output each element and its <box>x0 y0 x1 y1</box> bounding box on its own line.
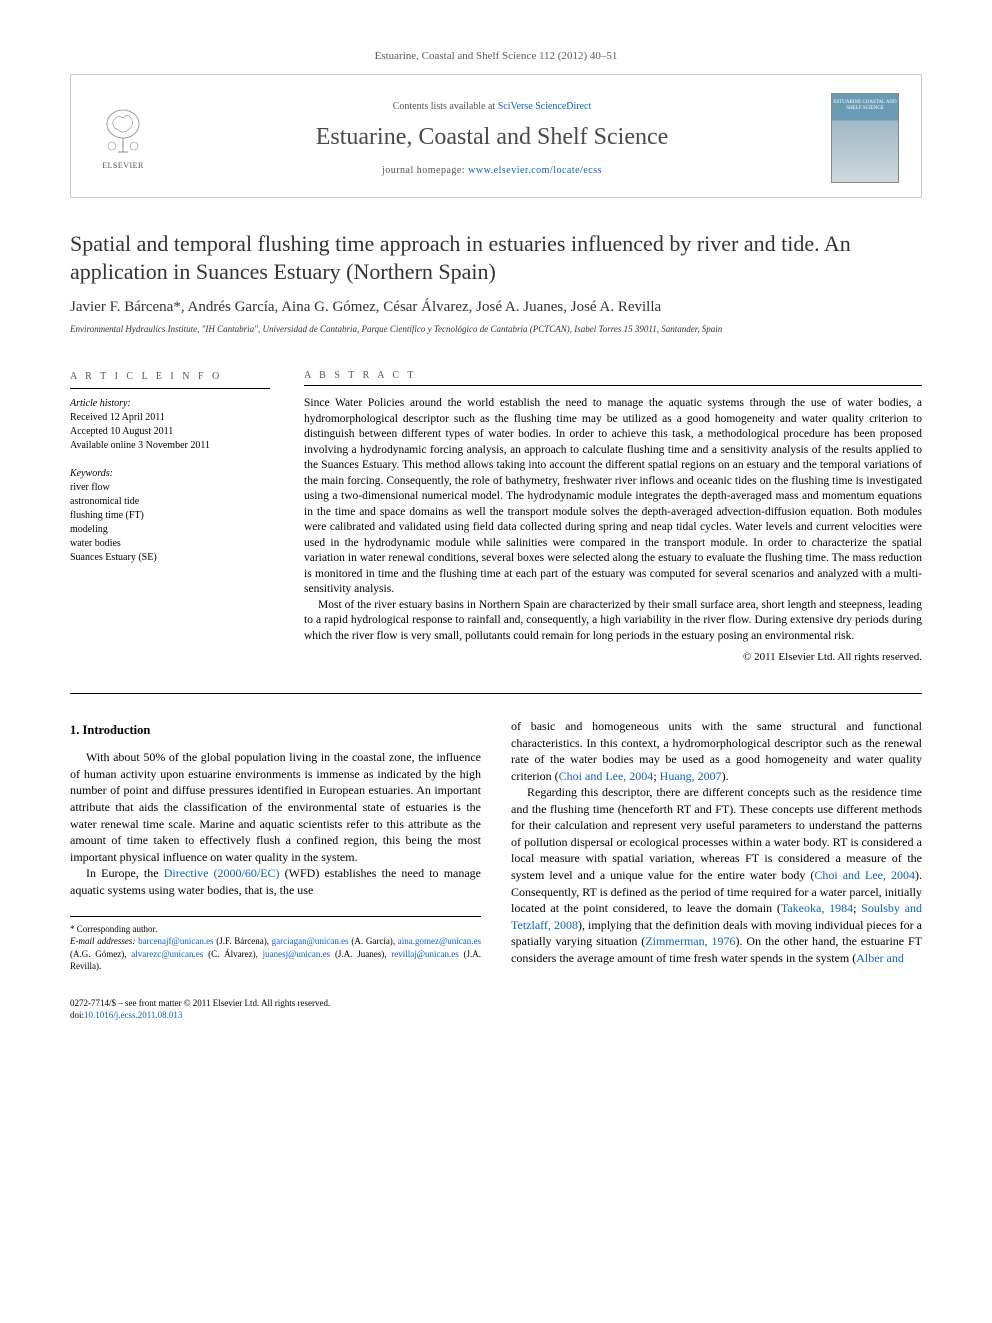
body-para: In Europe, the Directive (2000/60/EC) (W… <box>70 865 481 898</box>
elsevier-tree-icon <box>98 106 148 158</box>
issn-line: 0272-7714/$ – see front matter © 2011 El… <box>70 998 481 1010</box>
body-para: Regarding this descriptor, there are dif… <box>511 784 922 966</box>
homepage-prefix: journal homepage: <box>382 165 468 176</box>
keyword: astronomical tide <box>70 495 270 509</box>
email-who: (J.F. Bárcena) <box>216 936 266 946</box>
journal-header: ELSEVIER Contents lists available at Sci… <box>70 74 922 198</box>
page-container: Estuarine, Coastal and Shelf Science 112… <box>0 0 992 1061</box>
author-email[interactable]: barcenajf@unican.es <box>138 936 214 946</box>
citation: Estuarine, Coastal and Shelf Science 112… <box>70 50 922 62</box>
doi-label: doi: <box>70 1010 84 1020</box>
cover-title: ESTUARINE COASTAL AND SHELF SCIENCE <box>832 100 898 112</box>
article-info-block: Article history: Received 12 April 2011 … <box>70 388 270 565</box>
author-email[interactable]: juanesj@unican.es <box>263 949 331 959</box>
email-who: (A. García) <box>351 936 392 946</box>
body-para: With about 50% of the global population … <box>70 749 481 865</box>
affiliation: Environmental Hydraulics Institute, "IH … <box>70 324 922 334</box>
contents-prefix: Contents lists available at <box>393 101 498 112</box>
abstract-p2: Most of the river estuary basins in Nort… <box>304 598 922 645</box>
ref-link[interactable]: Choi and Lee, 2004 <box>814 868 915 882</box>
body-text: 1. Introduction With about 50% of the gl… <box>70 718 922 1021</box>
online-date: Available online 3 November 2011 <box>70 439 270 453</box>
journal-name: Estuarine, Coastal and Shelf Science <box>171 124 813 151</box>
copyright-line: © 2011 Elsevier Ltd. All rights reserved… <box>304 650 922 665</box>
directive-link[interactable]: Directive (2000/60/EC) <box>164 866 280 880</box>
section-1-heading: 1. Introduction <box>70 722 481 739</box>
ref-link[interactable]: Choi and Lee, 2004 <box>559 769 654 783</box>
accepted-date: Accepted 10 August 2011 <box>70 425 270 439</box>
email-who: (A.G. Gómez) <box>70 949 124 959</box>
author-email[interactable]: alvarezc@unican.es <box>131 949 203 959</box>
text-span: ). <box>722 769 729 783</box>
keyword: Suances Estuary (SE) <box>70 551 270 565</box>
footer: 0272-7714/$ – see front matter © 2011 El… <box>70 998 481 1021</box>
text-span: In Europe, the <box>86 866 164 880</box>
divider <box>70 693 922 694</box>
abstract: A B S T R A C T Since Water Policies aro… <box>304 356 922 665</box>
ref-link[interactable]: Zimmerman, 1976 <box>645 934 735 948</box>
keyword: flushing time (FT) <box>70 509 270 523</box>
author-email[interactable]: aina.gomez@unican.es <box>398 936 481 946</box>
abstract-p1: Since Water Policies around the world es… <box>304 396 922 598</box>
contents-available: Contents lists available at SciVerse Sci… <box>171 101 813 112</box>
footnotes: * Corresponding author. E-mail addresses… <box>70 916 481 972</box>
ref-link[interactable]: Huang, 2007 <box>660 769 722 783</box>
journal-cover-thumbnail: ESTUARINE COASTAL AND SHELF SCIENCE <box>831 93 899 183</box>
keyword: water bodies <box>70 537 270 551</box>
elsevier-logo: ELSEVIER <box>93 106 153 170</box>
homepage-link[interactable]: www.elsevier.com/locate/ecss <box>468 165 602 176</box>
abstract-head: A B S T R A C T <box>304 370 922 381</box>
header-center: Contents lists available at SciVerse Sci… <box>171 101 813 176</box>
journal-homepage: journal homepage: www.elsevier.com/locat… <box>171 165 813 176</box>
elsevier-label: ELSEVIER <box>93 161 153 170</box>
doi-link[interactable]: 10.1016/j.ecss.2011.08.013 <box>84 1010 182 1020</box>
article-info-head: A R T I C L E I N F O <box>70 370 270 384</box>
keyword: river flow <box>70 481 270 495</box>
author-email[interactable]: revillaj@unican.es <box>391 949 459 959</box>
email-label: E-mail addresses: <box>70 936 135 946</box>
email-who: (J.A. Juanes) <box>335 949 384 959</box>
article-info: A R T I C L E I N F O Article history: R… <box>70 356 270 665</box>
authors-list: Javier F. Bárcena*, Andrés García, Aina … <box>70 299 922 316</box>
ref-link[interactable]: Alber and <box>856 951 904 965</box>
text-span: ; <box>853 901 861 915</box>
received-date: Received 12 April 2011 <box>70 411 270 425</box>
info-abstract-row: A R T I C L E I N F O Article history: R… <box>70 356 922 665</box>
email-who: (C. Álvarez) <box>208 949 256 959</box>
doi-line: doi:10.1016/j.ecss.2011.08.013 <box>70 1010 481 1022</box>
email-addresses: E-mail addresses: barcenajf@unican.es (J… <box>70 935 481 971</box>
sciencedirect-link[interactable]: SciVerse ScienceDirect <box>498 101 592 112</box>
keywords-list: river flow astronomical tide flushing ti… <box>70 481 270 565</box>
keyword: modeling <box>70 523 270 537</box>
history-label: Article history: <box>70 397 270 411</box>
author-email[interactable]: garciagan@unican.es <box>272 936 349 946</box>
body-para: of basic and homogeneous units with the … <box>511 718 922 784</box>
corresponding-author: * Corresponding author. <box>70 923 481 935</box>
ref-link[interactable]: Takeoka, 1984 <box>781 901 853 915</box>
abstract-body: Since Water Policies around the world es… <box>304 385 922 665</box>
article-title: Spatial and temporal flushing time appro… <box>70 230 922 285</box>
keywords-label: Keywords: <box>70 467 270 481</box>
